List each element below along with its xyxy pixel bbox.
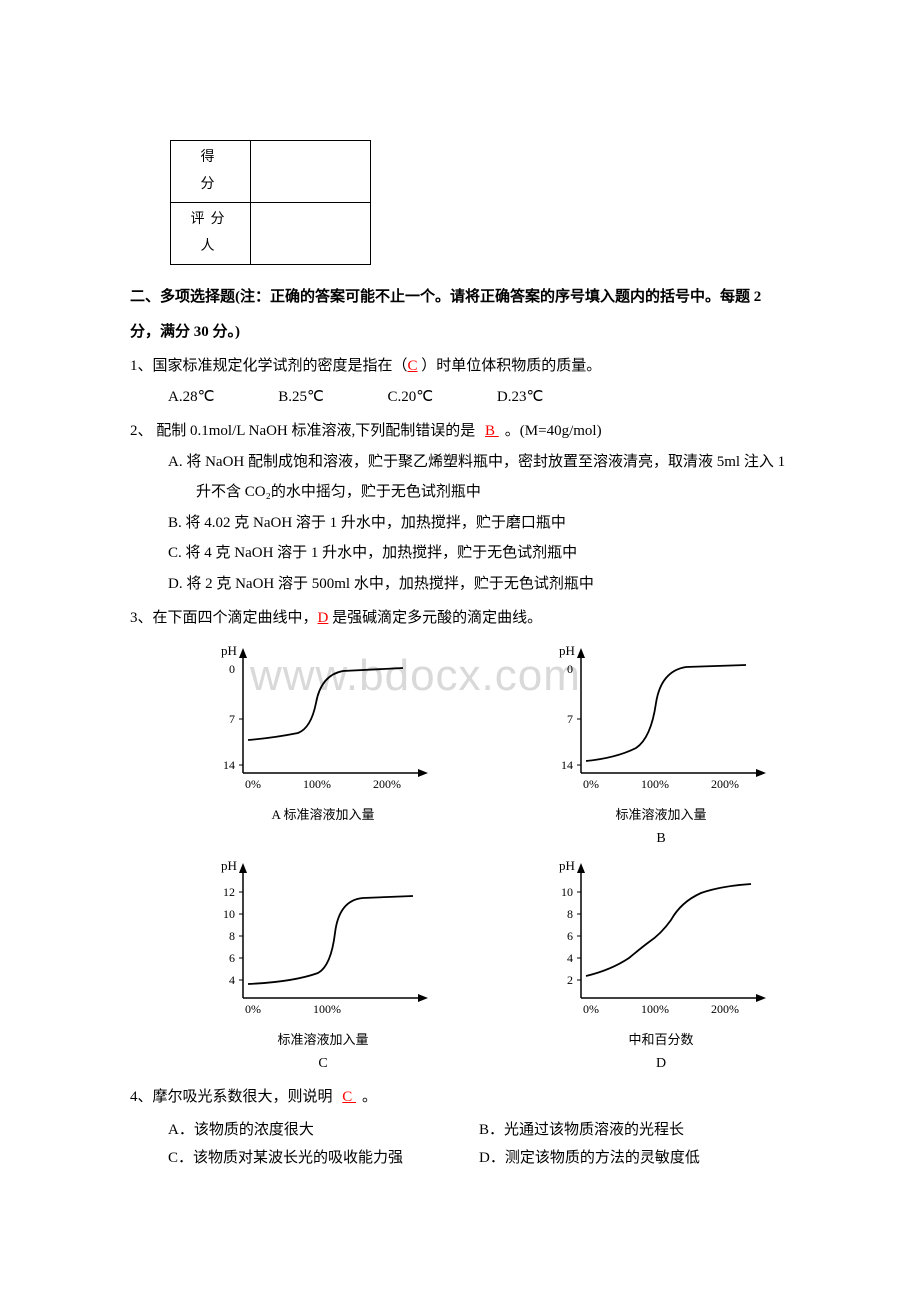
chart-b-xlabel: 标准溶液加入量 [532,803,790,828]
svg-text:100%: 100% [641,777,669,791]
svg-text:200%: 200% [711,777,739,791]
svg-text:100%: 100% [303,777,331,791]
svg-text:0%: 0% [245,1002,261,1016]
svg-text:7: 7 [229,712,235,726]
svg-text:6: 6 [229,951,235,965]
chart-d-tag: D [532,1051,790,1078]
q1-options: A.28℃ B.25℃ C.20℃ D.23℃ [130,383,790,412]
chart-b: pH 0 7 14 0% 100% 200% 标准溶液加入量 B [532,643,790,852]
q3-text-after: 是强碱滴定多元酸的滴定曲线。 [328,610,542,626]
chart-d: pH 10 8 6 4 2 0% 100% 200% 中和百分数 D [532,858,790,1077]
chart-c-tag: C [194,1051,452,1078]
svg-text:pH: pH [221,858,237,873]
svg-text:10: 10 [561,885,573,899]
chart-c-xlabel: 标准溶液加入量 [194,1028,452,1053]
q2-opt-c: C. 将 4 克 NaOH 溶于 1 升水中，加热搅拌，贮于无色试剂瓶中 [130,539,790,568]
q2-text-after: 。(M=40g/mol) [505,423,602,439]
q4-opt-b: B．光通过该物质溶液的光程长 [479,1116,790,1145]
svg-text:pH: pH [221,643,237,658]
svg-text:7: 7 [567,712,573,726]
q2-opt-d: D. 将 2 克 NaOH 溶于 500ml 水中，加热搅拌，贮于无色试剂瓶中 [130,570,790,599]
q4-text-before: 4、摩尔吸光系数很大，则说明 [130,1089,336,1105]
q4-opt-c: C．该物质对某波长光的吸收能力强 [168,1144,479,1173]
q1-text-before: 1、国家标准规定化学试剂的密度是指在（ [130,358,408,374]
q2-text-before: 2、 配制 0.1mol/L NaOH 标准溶液,下列配制错误的是 [130,423,479,439]
q2-opt-b: B. 将 4.02 克 NaOH 溶于 1 升水中，加热搅拌，贮于磨口瓶中 [130,509,790,538]
q4-answer: C [336,1089,362,1105]
q2-opt-a-line1: A. 将 NaOH 配制成饱和溶液，贮于聚乙烯塑料瓶中，密封放置至溶液清亮，取清… [130,448,790,477]
q3-text-before: 3、在下面四个滴定曲线中， [130,610,318,626]
chart-b-svg: pH 0 7 14 0% 100% 200% [541,643,781,803]
svg-text:100%: 100% [313,1002,341,1016]
svg-text:pH: pH [559,643,575,658]
q3-answer: D [318,610,329,626]
svg-text:0%: 0% [583,777,599,791]
chart-d-svg: pH 10 8 6 4 2 0% 100% 200% [541,858,781,1028]
svg-text:0%: 0% [583,1002,599,1016]
section-title-line2: 分，满分 30 分。) [130,318,790,347]
svg-text:0: 0 [229,662,235,676]
svg-text:200%: 200% [711,1002,739,1016]
chart-c-svg: pH 12 10 8 6 4 0% 100% [203,858,443,1028]
q2-answer: B [479,423,505,439]
svg-text:200%: 200% [373,777,401,791]
q1-answer: C [408,358,418,374]
chart-d-xlabel: 中和百分数 [532,1028,790,1053]
q2-opt-a-line2: 升不含 CO₂的水中摇匀，贮于无色试剂瓶中 [130,478,790,507]
svg-text:10: 10 [223,907,235,921]
q1-opt-d: D.23℃ [497,383,543,412]
question-4: 4、摩尔吸光系数很大，则说明 C 。 [130,1083,790,1112]
score-value-1 [251,141,371,203]
svg-text:4: 4 [229,973,235,987]
svg-text:0: 0 [567,662,573,676]
chart-a-svg: pH 0 7 14 0% 100% 200% [203,643,443,803]
score-value-2 [251,203,371,265]
svg-text:100%: 100% [641,1002,669,1016]
section-title-line1: 二、多项选择题(注：正确的答案可能不止一个。请将正确答案的序号填入题内的括号中。… [130,283,790,312]
svg-text:8: 8 [229,929,235,943]
svg-text:2: 2 [567,973,573,987]
chart-c: pH 12 10 8 6 4 0% 100% 标准溶液加入量 C [194,858,452,1077]
svg-text:14: 14 [223,758,235,772]
q4-opt-d: D．测定该物质的方法的灵敏度低 [479,1144,790,1173]
q1-opt-c: C.20℃ [388,383,434,412]
svg-text:4: 4 [567,951,573,965]
svg-text:14: 14 [561,758,573,772]
score-label-1: 得 分 [171,141,251,203]
q4-opt-a: A．该物质的浓度很大 [168,1116,479,1145]
question-2: 2、 配制 0.1mol/L NaOH 标准溶液,下列配制错误的是 B 。(M=… [130,417,790,446]
score-table: 得 分 评分人 [170,140,371,265]
chart-b-tag: B [532,826,790,853]
svg-text:12: 12 [223,885,235,899]
question-1: 1、国家标准规定化学试剂的密度是指在（C ）时单位体积物质的质量。 [130,352,790,381]
svg-text:6: 6 [567,929,573,943]
q1-opt-a: A.28℃ [168,383,214,412]
svg-text:0%: 0% [245,777,261,791]
q4-text-after: 。 [362,1089,377,1105]
q1-opt-b: B.25℃ [278,383,324,412]
svg-text:8: 8 [567,907,573,921]
score-label-2: 评分人 [171,203,251,265]
svg-text:pH: pH [559,858,575,873]
question-3: 3、在下面四个滴定曲线中，D 是强碱滴定多元酸的滴定曲线。 [130,604,790,633]
chart-a-xlabel: A 标准溶液加入量 [194,803,452,828]
charts-container: pH 0 7 14 0% 100% 200% A 标准溶液加入量 [194,643,790,1078]
chart-a: pH 0 7 14 0% 100% 200% A 标准溶液加入量 [194,643,452,852]
q1-text-after: ）时单位体积物质的质量。 [418,358,602,374]
